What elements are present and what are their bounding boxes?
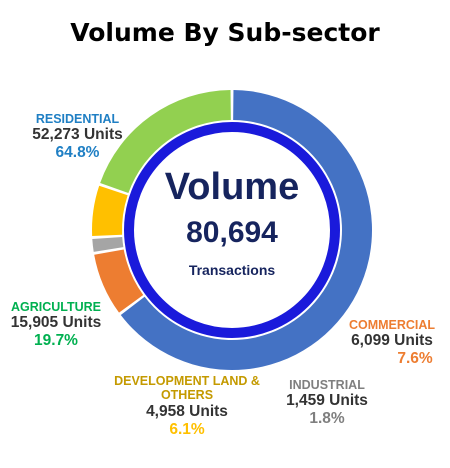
slice-development-land-others (92, 185, 128, 237)
label-industrial: INDUSTRIAL 1,459 Units 1.8% (274, 378, 380, 428)
residential-category: RESIDENTIAL (35, 112, 120, 126)
label-commercial: COMMERCIAL 6,099 Units 7.6% (336, 318, 448, 368)
center-heading: Volume (164, 166, 300, 208)
donut-slices (92, 90, 372, 370)
chart-title: Volume By Sub-sector (70, 18, 380, 47)
label-agriculture: AGRICULTURE 15,905 Units 19.7% (0, 300, 112, 350)
slice-agriculture (100, 90, 231, 194)
label-residential: RESIDENTIAL 52,273 Units 64.8% (10, 112, 145, 162)
center-caption: Transactions (188, 262, 276, 278)
slice-industrial (92, 237, 124, 252)
commercial-percent: 7.6% (397, 350, 433, 368)
label-development-land: DEVELOPMENT LAND & OTHERS 4,958 Units 6.… (112, 374, 262, 438)
industrial-category: INDUSTRIAL (289, 378, 365, 392)
center-ring (124, 122, 340, 338)
center-total: 80,694 (186, 216, 278, 249)
agriculture-percent: 19.7% (34, 332, 78, 350)
commercial-units: 6,099 Units (351, 332, 433, 350)
development-land-units: 4,958 Units (146, 402, 228, 420)
development-land-percent: 6.1% (169, 420, 205, 438)
agriculture-category: AGRICULTURE (10, 300, 102, 314)
agriculture-units: 15,905 Units (10, 314, 102, 332)
slice-commercial (94, 249, 144, 313)
development-land-category: DEVELOPMENT LAND & OTHERS (114, 374, 260, 403)
residential-percent: 64.8% (55, 144, 100, 162)
commercial-category: COMMERCIAL (348, 318, 436, 332)
residential-units: 52,273 Units (32, 126, 123, 144)
industrial-units: 1,459 Units (286, 392, 368, 410)
industrial-percent: 1.8% (309, 410, 345, 428)
